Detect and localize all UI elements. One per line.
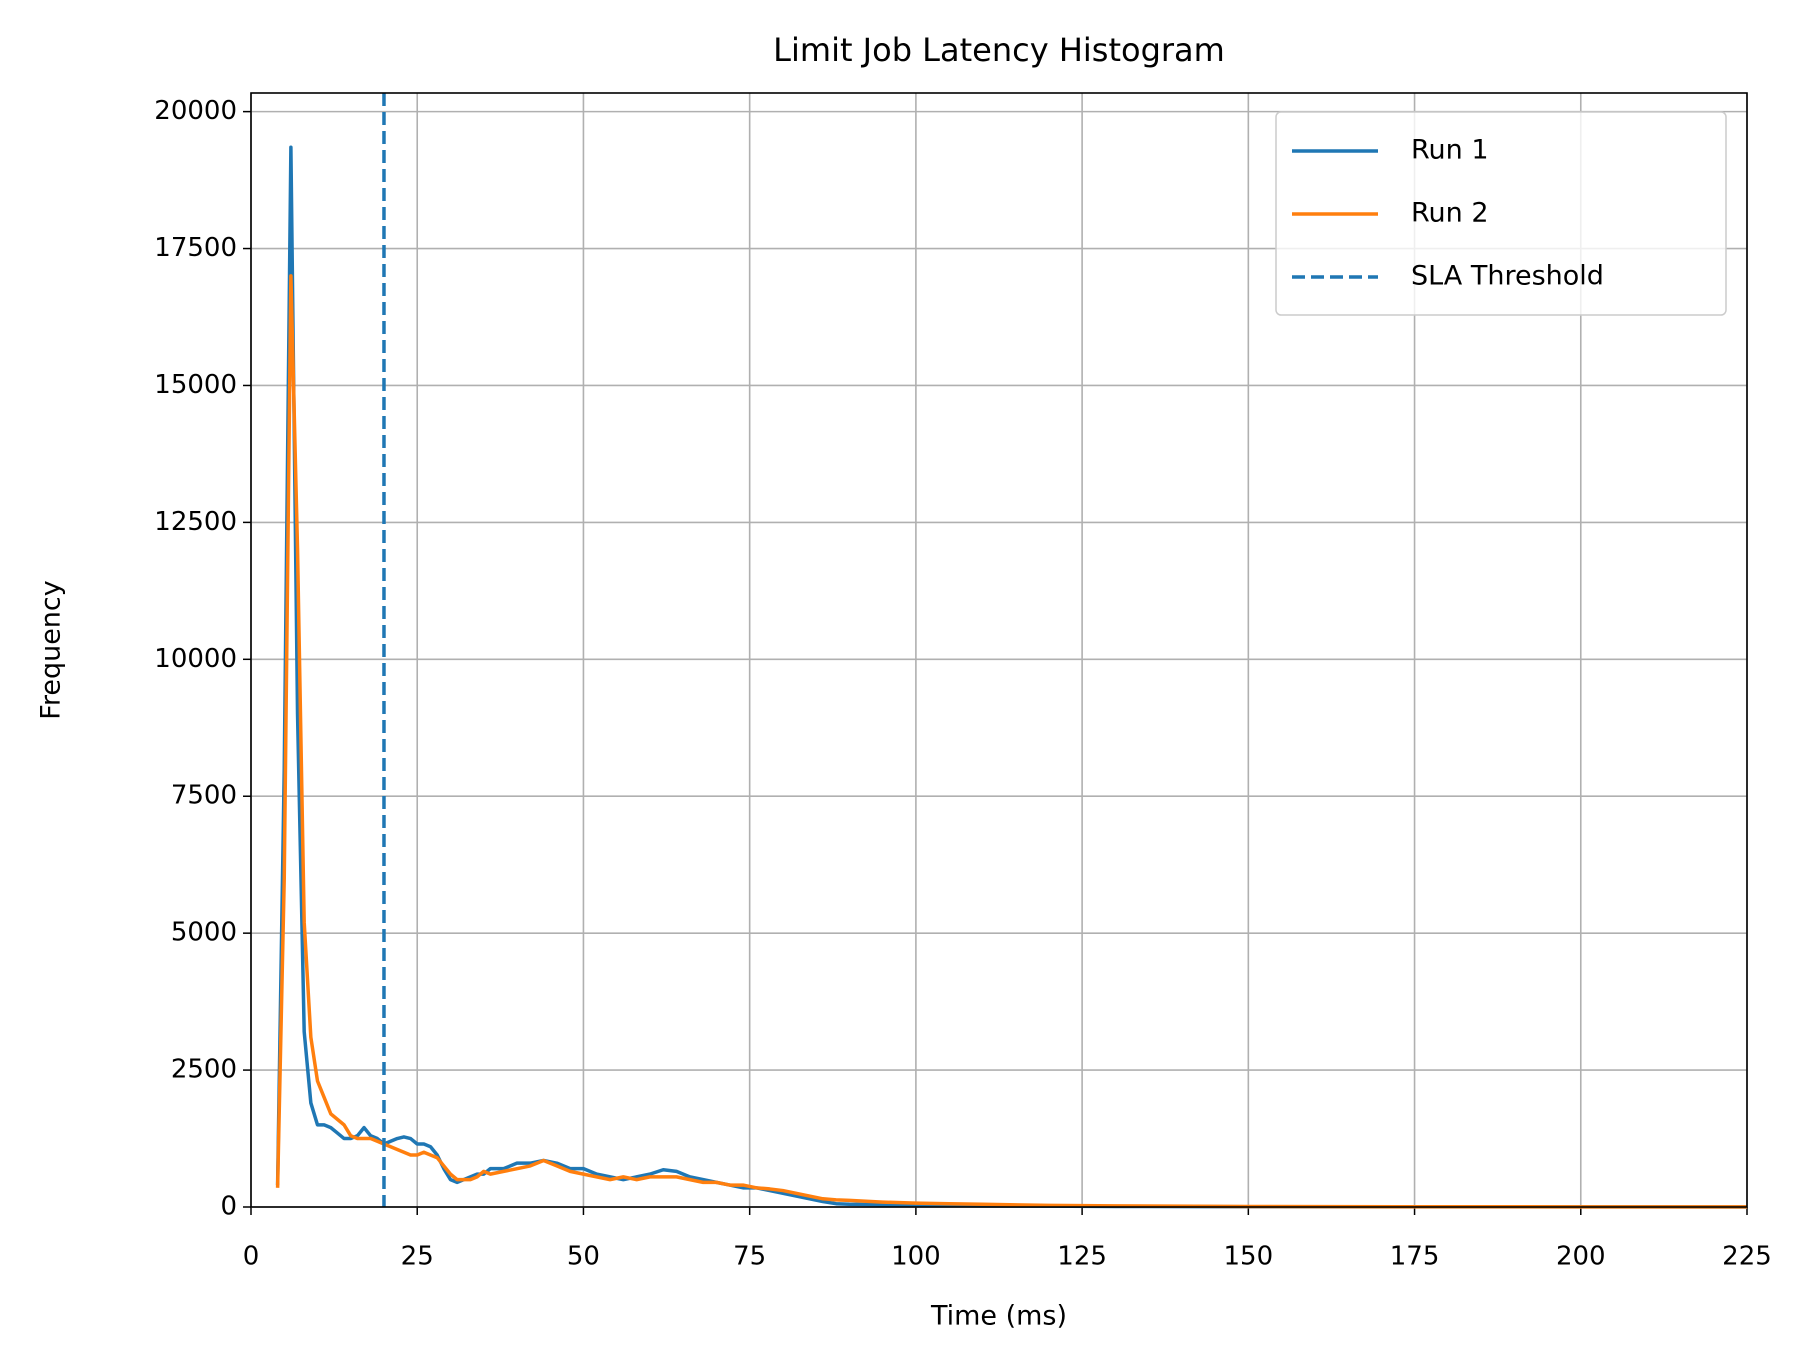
x-tick-label: 150 — [1224, 1242, 1274, 1272]
y-tick-label: 10000 — [154, 644, 237, 674]
chart-title: Limit Job Latency Histogram — [773, 31, 1225, 69]
legend-label: Run 2 — [1411, 198, 1489, 229]
y-axis-label: Frequency — [36, 580, 67, 720]
x-tick-label: 100 — [891, 1242, 941, 1272]
plot-frame — [250, 92, 1748, 1208]
x-tick-label: 125 — [1057, 1242, 1107, 1272]
x-tick-label: 0 — [243, 1242, 260, 1272]
x-tick-label: 50 — [567, 1242, 600, 1272]
y-tick-label: 2500 — [171, 1055, 237, 1085]
data-line — [275, 274, 1748, 1209]
y-tick-label: 0 — [220, 1192, 237, 1222]
y-tick-label: 5000 — [171, 918, 237, 948]
y-tick-label: 17500 — [154, 233, 237, 263]
x-tick-label: 175 — [1390, 1242, 1440, 1272]
y-tick-label: 15000 — [154, 370, 237, 400]
y-tick-label: 7500 — [171, 781, 237, 811]
legend-box — [1275, 111, 1727, 316]
x-tick-label: 25 — [401, 1242, 434, 1272]
x-tick-label: 200 — [1556, 1242, 1606, 1272]
legend: Run 1 Run 2 SLA Threshold — [1275, 111, 1727, 316]
y-tick-label: 20000 — [154, 96, 237, 126]
legend-label: SLA Threshold — [1411, 261, 1604, 292]
x-tick-label: 75 — [733, 1242, 766, 1272]
y-tick-label: 12500 — [154, 507, 237, 537]
x-tick-label: 225 — [1722, 1242, 1772, 1272]
x-axis-label: Time (ms) — [930, 1301, 1067, 1332]
legend-label: Run 1 — [1411, 135, 1489, 166]
